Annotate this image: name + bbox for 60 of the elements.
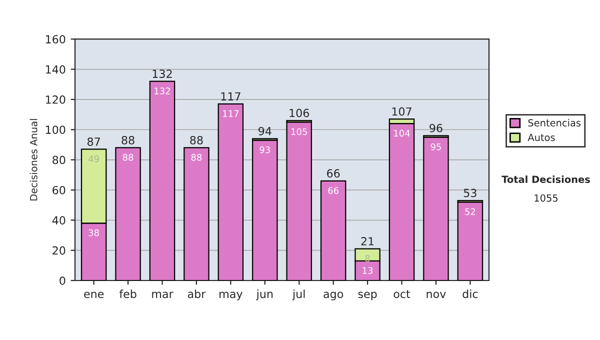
total-label: 94	[258, 126, 272, 136]
total-label: 88	[190, 136, 203, 144]
y-tick-label: 40	[52, 216, 66, 225]
data-label: 132	[154, 88, 170, 94]
total-label: 53	[464, 188, 476, 198]
bar	[184, 147, 210, 280]
x-tick-label: ago	[324, 292, 344, 300]
y-tick-label: 60	[52, 186, 66, 194]
data-label: 117	[223, 110, 239, 117]
x-tick-label: feb	[119, 290, 136, 298]
legend-label: Sentencias	[528, 118, 581, 127]
x-tick-label: ene	[84, 292, 104, 298]
bar	[457, 201, 484, 280]
x-tick-label: abr	[188, 290, 206, 298]
legend-label: Autos	[528, 134, 555, 142]
y-tick-label: 160	[46, 35, 66, 44]
bar	[218, 103, 244, 280]
y-tick-label: 20	[52, 246, 66, 255]
y-tick-label: 0	[60, 276, 66, 285]
data-label: 105	[291, 128, 307, 136]
total-label: 88	[122, 136, 134, 144]
x-tick-label: mar	[152, 292, 174, 298]
x-tick-label: jul	[292, 290, 305, 300]
y-tick-label: 80	[52, 156, 66, 164]
x-tick-label: sep	[358, 292, 377, 300]
y-tick-label: 140	[46, 65, 66, 74]
bar	[115, 147, 141, 280]
data-label: 88	[191, 154, 202, 161]
data-label: 38	[88, 229, 99, 236]
total-label: 66	[327, 169, 340, 178]
total-label: 106	[290, 108, 310, 118]
total-label: 21	[361, 237, 374, 246]
y-axis-title: Decisiones Anual	[30, 119, 38, 200]
data-label: 66	[328, 187, 338, 194]
data-label: 95	[430, 143, 441, 150]
data-label: 88	[122, 154, 134, 161]
total-label: 117	[221, 92, 240, 100]
data-label: 93	[260, 146, 270, 154]
bar	[149, 80, 176, 280]
data-label: 52	[465, 208, 476, 216]
x-tick-label: dic	[462, 290, 478, 298]
text: 1055	[534, 194, 558, 202]
x-tick-label: nov	[426, 292, 446, 298]
x-tick-label: oct	[394, 290, 410, 298]
y-tick-label: 100	[46, 126, 66, 134]
bar	[286, 122, 312, 280]
bar	[423, 136, 449, 280]
bar	[252, 140, 278, 280]
total-label: 96	[430, 124, 442, 132]
data-label: 104	[394, 130, 410, 137]
text: Total Decisiones	[502, 175, 590, 184]
total-label: 107	[392, 107, 412, 116]
total-label: 132	[152, 70, 172, 78]
x-tick-label: may	[220, 292, 242, 300]
y-tick-label: 120	[46, 95, 66, 104]
x-tick-label: jun	[256, 290, 273, 300]
data-label: 8	[365, 255, 370, 262]
bar	[320, 180, 346, 280]
data-label: 13	[362, 267, 373, 274]
total-label: 87	[88, 137, 100, 146]
